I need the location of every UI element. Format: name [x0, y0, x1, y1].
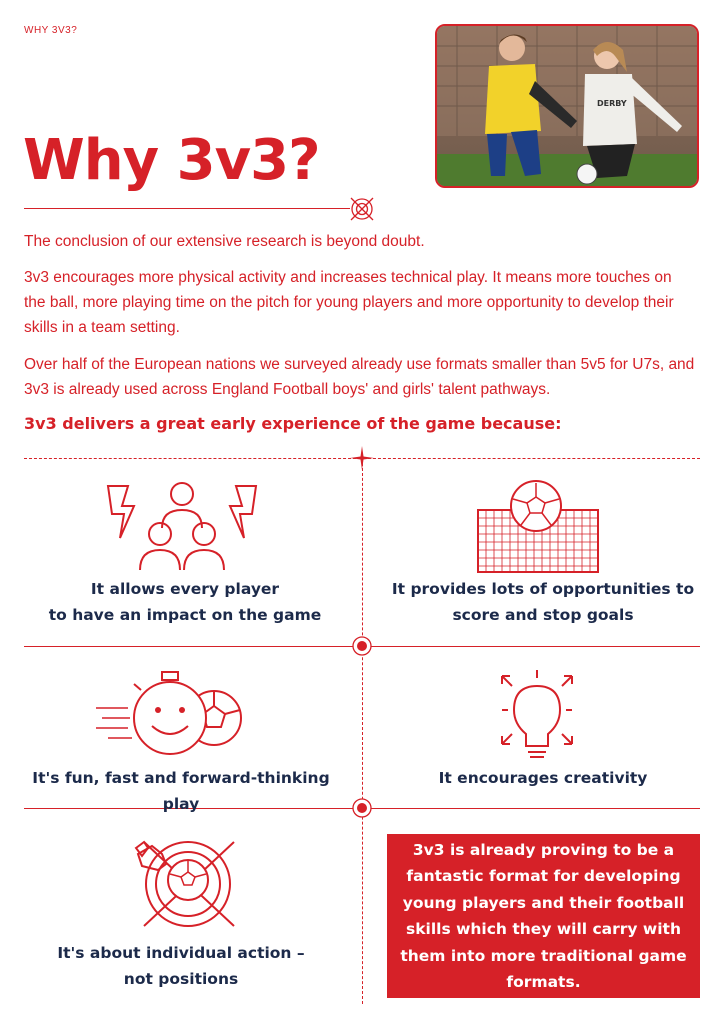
target-cross-icon — [350, 197, 374, 221]
ball-boot-target-icon — [134, 840, 235, 927]
stopwatch-smiley-ball-icon — [96, 671, 242, 755]
benefit-2-text: It provides lots of opportunities to sco… — [391, 580, 695, 624]
grid-divider-vertical — [362, 458, 363, 1004]
lead-statement: 3v3 delivers a great early experience of… — [24, 414, 562, 433]
callout-box: 3v3 is already proving to be a fantastic… — [387, 834, 700, 998]
benefit-1-text: It allows every player to have an impact… — [48, 580, 322, 624]
svg-text:DERBY: DERBY — [597, 99, 627, 108]
hero-photo: DERBY — [435, 24, 699, 188]
target-node-icon — [352, 798, 372, 818]
children-playing-football-photo: DERBY — [437, 26, 697, 186]
page-title: Why 3v3? — [23, 128, 321, 193]
benefit-5-text: It's about individual action – not posit… — [57, 944, 305, 988]
goal-ball-icon — [477, 480, 599, 573]
target-node-icon — [352, 636, 372, 656]
intro-paragraph-1: The conclusion of our extensive research… — [24, 233, 425, 250]
benefit-4-text: It encourages creativity — [438, 769, 648, 787]
title-divider — [24, 208, 350, 209]
benefit-3-text: It's fun, fast and forward-thinking play — [32, 769, 330, 813]
players-impact-icon — [106, 482, 258, 571]
intro-paragraph-2: 3v3 encourages more physical activity an… — [24, 269, 674, 336]
intro-paragraph-3: Over half of the European nations we sur… — [24, 356, 695, 398]
callout-text: 3v3 is already proving to be a fantastic… — [400, 840, 687, 992]
lightbulb-icon — [501, 670, 573, 758]
section-tag: WHY 3V3? — [24, 25, 78, 36]
star-node-icon — [350, 446, 374, 470]
